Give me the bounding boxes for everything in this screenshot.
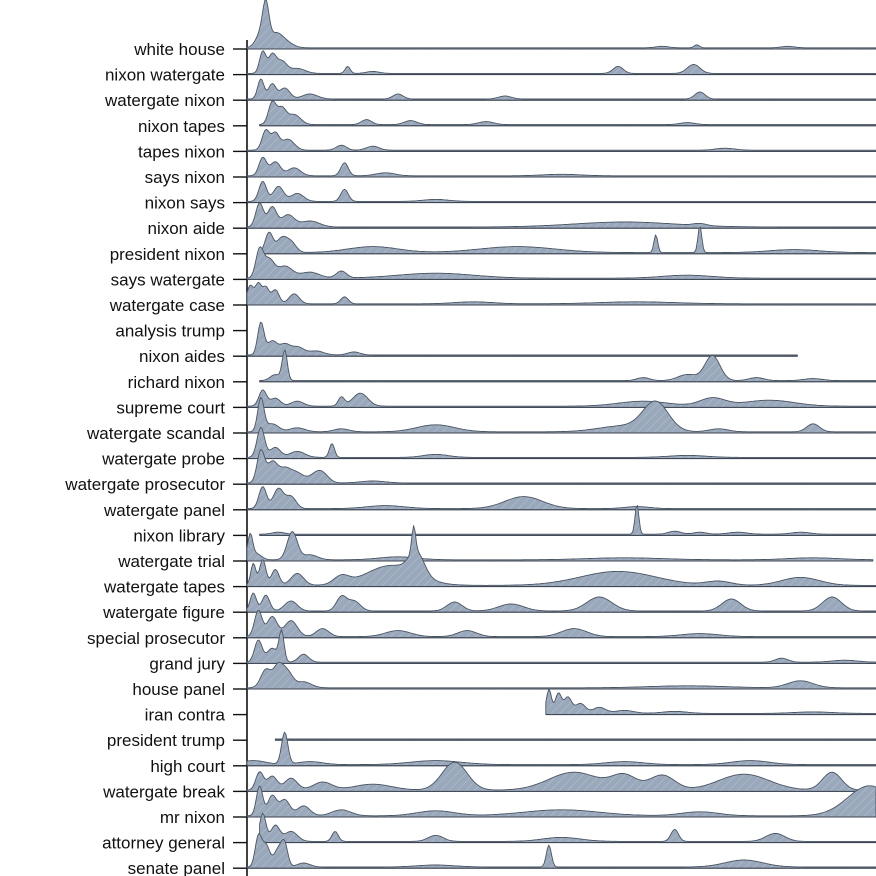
row-label-watergate-trial: watergate trial [117, 552, 225, 571]
row-label-iran-contra: iran contra [145, 706, 226, 725]
y-labels-group: white house nixon watergate watergate nixo… [64, 40, 225, 876]
row-label-high-court: high court [150, 757, 225, 776]
row-label-watergate-tapes: watergate tapes [103, 578, 225, 597]
row-label-house-panel: house panel [132, 680, 225, 699]
ridge-watergate-probe [246, 426, 876, 460]
ridge-watergate-nixon [246, 78, 876, 101]
ridge-president-nixon [259, 226, 876, 255]
ridge-watergate-scandal [246, 397, 876, 434]
ridges-group [246, 0, 876, 869]
row-label-watergate-break: watergate break [102, 782, 225, 801]
ridge-house-panel [246, 661, 876, 690]
ridge-special-prosecutor [246, 609, 876, 639]
ridge-nixon-aide [246, 202, 876, 229]
row-label-nixon-watergate: nixon watergate [105, 66, 225, 85]
row-label-president-nixon: president nixon [110, 245, 225, 264]
row-label-nixon-says: nixon says [145, 194, 225, 213]
ridge-nixon-tapes [259, 100, 876, 127]
ridge-says-watergate [246, 246, 876, 280]
row-label-watergate-figure: watergate figure [102, 603, 225, 622]
row-label-senate-panel: senate panel [128, 859, 225, 876]
ridge-watergate-trial [246, 531, 874, 562]
ridge-mr-nixon [246, 785, 876, 818]
row-label-watergate-prosecutor: watergate prosecutor [64, 475, 225, 494]
row-label-watergate-nixon: watergate nixon [104, 91, 225, 110]
ridge-attorney-general [259, 812, 876, 844]
ridge-tapes-nixon [246, 128, 876, 152]
ridge-nixon-aides [246, 321, 798, 357]
ridge-watergate-figure [246, 592, 876, 613]
row-label-nixon-library: nixon library [133, 526, 225, 545]
ridge-high-court [246, 731, 876, 767]
row-label-president-trump: president trump [107, 731, 225, 750]
ridge-says-nixon [246, 156, 876, 178]
row-label-nixon-aide: nixon aide [147, 219, 225, 238]
row-label-nixon-tapes: nixon tapes [138, 117, 225, 136]
ridge-supreme-court [246, 389, 876, 408]
row-label-watergate-panel: watergate panel [103, 501, 225, 520]
ridge-iran-contra [545, 688, 876, 716]
ridge-watergate-case [246, 282, 876, 306]
ridge-richard-nixon [259, 349, 876, 383]
ridge-nixon-watergate [246, 50, 876, 76]
ridge-watergate-prosecutor [246, 449, 876, 485]
ridge-grand-jury [246, 629, 876, 664]
row-label-richard-nixon: richard nixon [128, 373, 225, 392]
row-label-analysis-trump: analysis trump [115, 322, 225, 341]
row-label-watergate-probe: watergate probe [101, 450, 225, 469]
row-label-tapes-nixon: tapes nixon [138, 142, 225, 161]
ridge-nixon-says [246, 181, 876, 204]
ridge-watergate-panel [246, 486, 876, 511]
row-label-supreme-court: supreme court [116, 398, 225, 417]
row-label-white-house: white house [133, 40, 225, 59]
row-label-mr-nixon: mr nixon [160, 808, 225, 827]
row-label-says-nixon: says nixon [145, 168, 225, 187]
y-ticks-group [233, 48, 247, 869]
row-label-grand-jury: grand jury [149, 654, 225, 673]
row-label-says-watergate: says watergate [111, 270, 225, 289]
ridge-watergate-tapes [246, 525, 876, 588]
ridge-nixon-library [259, 505, 876, 536]
ridge-senate-panel [246, 833, 876, 869]
row-label-nixon-aides: nixon aides [139, 347, 225, 366]
row-label-watergate-case: watergate case [109, 296, 225, 315]
row-label-watergate-scandal: watergate scandal [86, 424, 225, 443]
ridge-white-house [246, 0, 876, 50]
row-label-attorney-general: attorney general [102, 834, 225, 853]
row-label-special-prosecutor: special prosecutor [87, 629, 225, 648]
ridge-watergate-break [246, 761, 876, 792]
